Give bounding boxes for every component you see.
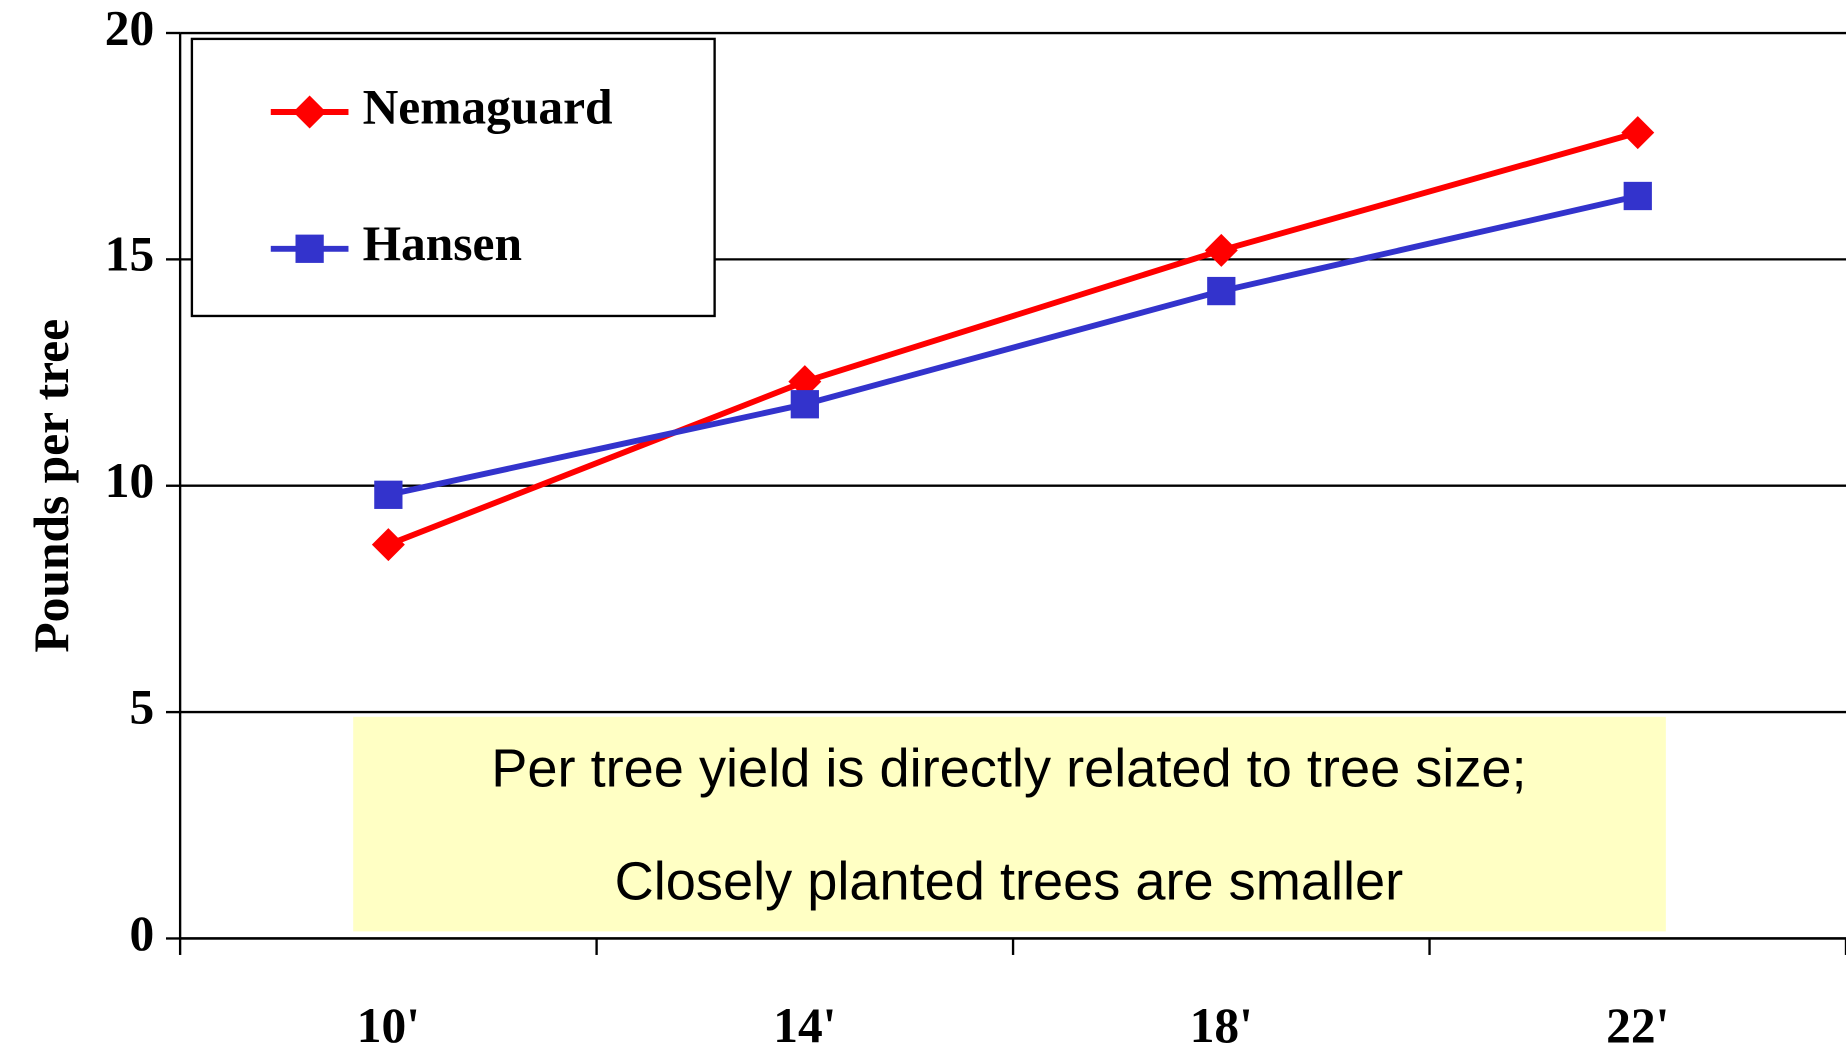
- x-tick-label: 18': [1190, 998, 1253, 1053]
- x-tick-label: 14': [773, 998, 836, 1053]
- y-tick-label: 5: [130, 679, 155, 734]
- point: [790, 390, 819, 419]
- point: [788, 365, 822, 399]
- legend-label: Hansen: [363, 216, 522, 271]
- point: [1621, 116, 1655, 150]
- y-tick-label: 0: [130, 906, 155, 961]
- series-line: [387, 193, 1639, 498]
- x-tick-label: 22': [1606, 998, 1669, 1053]
- annotation-box: [353, 716, 1666, 932]
- y-tick-label: 15: [105, 227, 154, 282]
- legend-box: [190, 37, 716, 318]
- point: [1623, 181, 1652, 211]
- annotation-text: Per tree yield is directly related to tr…: [491, 739, 1526, 799]
- point: [1207, 276, 1236, 306]
- series-line: [387, 129, 1639, 548]
- annotation-text: Closely planted trees are smaller: [615, 852, 1404, 912]
- point: [371, 528, 405, 562]
- y-tick-label: 10: [105, 453, 154, 508]
- point: [374, 480, 403, 509]
- y-axis-label: Pounds per tree: [24, 319, 79, 653]
- legend-marker: [295, 234, 324, 263]
- point: [1204, 233, 1238, 267]
- x-tick-label: 10': [357, 998, 420, 1053]
- legend-label: Nemaguard: [363, 79, 613, 134]
- y-tick-label: 20: [105, 0, 154, 55]
